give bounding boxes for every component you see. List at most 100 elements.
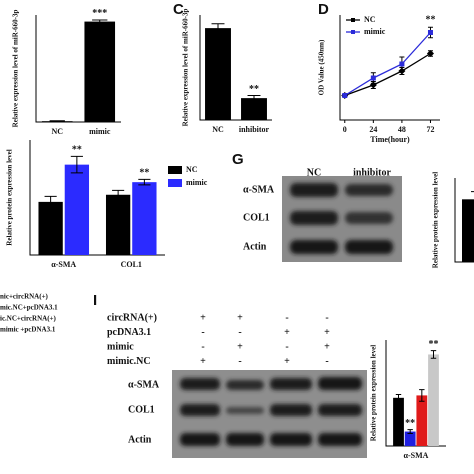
- error-bar: [44, 195, 57, 208]
- x-tick-label: mimic: [89, 127, 111, 136]
- condition-sign: +: [324, 341, 330, 352]
- error-bar: [247, 95, 261, 102]
- blot-row: COL1: [128, 404, 155, 415]
- condition-sign: +: [200, 312, 206, 323]
- blot-row: α-SMA: [128, 379, 160, 390]
- y-axis-label: Relative expression level of miR-660-3p: [12, 10, 20, 128]
- legend-swatch: [168, 166, 182, 174]
- marker: [399, 61, 405, 67]
- legend-swatch: [168, 179, 182, 187]
- error-bar: [138, 178, 151, 186]
- x-tick-label: inhibitor: [239, 125, 270, 134]
- bar: [393, 397, 404, 446]
- x-tick-label: NC: [212, 125, 224, 134]
- condition-sign: +: [200, 356, 206, 367]
- blot-row: Actin: [243, 241, 267, 252]
- blot-column: NC: [307, 167, 321, 178]
- condition-sign: +: [284, 356, 290, 367]
- legend-label: NC: [364, 15, 376, 24]
- group-legend: nic+circRNA(+): [0, 293, 49, 301]
- annotation: **: [405, 418, 415, 429]
- condition-sign: -: [201, 327, 204, 338]
- error-bar: [112, 189, 125, 200]
- panel-label: I: [93, 292, 97, 309]
- group-legend: mic.NC+pcDNA3.1: [0, 304, 58, 312]
- legend-marker: [351, 30, 355, 34]
- x-tick-label: α-SMA: [404, 451, 429, 460]
- bar: [205, 28, 231, 120]
- x-tick-label: COL1: [121, 260, 142, 269]
- panel-label: D: [318, 1, 329, 18]
- y-axis-label: Relative protein expression level: [6, 149, 14, 245]
- y-axis-label: OD Value (450nm): [318, 39, 326, 95]
- condition-sign: -: [325, 312, 328, 323]
- x-tick-label: NC: [51, 127, 63, 136]
- line: [344, 32, 431, 97]
- condition-sign: -: [325, 356, 328, 367]
- marker: [426, 49, 435, 58]
- condition-sign: -: [238, 327, 241, 338]
- x-tick-label: 24: [369, 125, 377, 134]
- bar: [64, 164, 90, 255]
- y-axis-label: Relative protein expression level: [432, 172, 440, 268]
- bar: [132, 182, 157, 255]
- condition-label: pcDNA3.1: [107, 327, 151, 338]
- annotation: **: [249, 84, 259, 95]
- error-bar: [49, 120, 65, 123]
- bar: [462, 199, 474, 262]
- condition-sign: -: [285, 312, 288, 323]
- axis: [339, 15, 440, 121]
- bar: [416, 395, 428, 446]
- y-axis-label: Relative expression level of miR-660-3p: [182, 9, 190, 127]
- condition-sign: +: [284, 327, 290, 338]
- condition-label: circRNA(+): [107, 312, 157, 323]
- condition-sign: +: [237, 341, 243, 352]
- error-bar: [430, 350, 437, 359]
- blot-i: [172, 370, 367, 458]
- marker: [427, 30, 433, 35]
- error-bar: [70, 155, 83, 174]
- x-tick-label: 48: [398, 125, 406, 134]
- panel-label: C: [173, 1, 184, 18]
- condition-sign: -: [238, 356, 241, 367]
- marker: [342, 93, 348, 98]
- blot-row: Actin: [128, 434, 152, 445]
- blot-row: α-SMA: [243, 184, 275, 195]
- annotation: **: [139, 168, 149, 179]
- y-axis-label: Relative protein expression level: [370, 345, 378, 441]
- error-bar: [211, 23, 225, 33]
- condition-label: mimic: [107, 341, 134, 352]
- blot-g: NC inhibitor α-SMA COL1 Actin: [243, 167, 402, 262]
- annotation: ***: [92, 8, 107, 19]
- group-legend: ic.NC+circRNA(+): [0, 315, 57, 323]
- error-bar: [419, 389, 425, 402]
- annotation: **: [425, 15, 435, 26]
- legend-marker: [351, 18, 355, 22]
- bar: [38, 201, 63, 255]
- blot-column: inhibitor: [353, 167, 391, 178]
- group-legend: mimic +pcDNA3.1: [0, 326, 56, 334]
- condition-label: mimic.NC: [107, 356, 151, 367]
- error-bar: [395, 393, 402, 402]
- marker: [370, 75, 376, 81]
- x-tick-label: 0: [343, 125, 347, 134]
- legend-label: mimic: [364, 27, 386, 36]
- condition-sign: -: [285, 341, 288, 352]
- bar: [428, 354, 439, 446]
- condition-sign: -: [201, 341, 204, 352]
- x-axis-label: Time(hour): [370, 135, 410, 144]
- x-tick-label: α-SMA: [51, 260, 76, 269]
- line: [344, 52, 431, 97]
- bar: [105, 194, 131, 255]
- annotation: **: [428, 339, 438, 350]
- x-tick-label: 72: [426, 125, 434, 134]
- panel-label: G: [232, 151, 244, 168]
- error-bar: [92, 19, 108, 24]
- legend-label: mimic: [186, 178, 208, 187]
- bar: [84, 21, 116, 122]
- condition-sign: +: [324, 327, 330, 338]
- legend-label: NC: [186, 165, 198, 174]
- blot-row: COL1: [243, 212, 270, 223]
- bar: [404, 431, 416, 446]
